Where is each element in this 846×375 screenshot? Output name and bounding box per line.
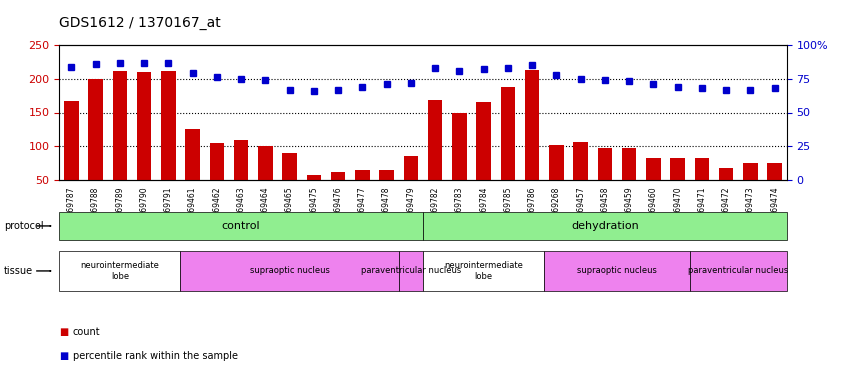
- Bar: [113, 70, 127, 214]
- Bar: [452, 112, 467, 214]
- Bar: [719, 168, 733, 214]
- Bar: [404, 156, 418, 214]
- Text: percentile rank within the sample: percentile rank within the sample: [73, 351, 238, 361]
- Text: paraventricular nucleus: paraventricular nucleus: [688, 266, 788, 275]
- Bar: [428, 100, 442, 214]
- Bar: [646, 158, 661, 214]
- Bar: [283, 153, 297, 214]
- Text: protocol: protocol: [4, 221, 44, 231]
- Bar: [355, 170, 370, 214]
- Bar: [476, 102, 491, 214]
- Bar: [88, 79, 103, 214]
- Text: neurointermediate
lobe: neurointermediate lobe: [80, 261, 159, 280]
- Text: supraoptic nucleus: supraoptic nucleus: [250, 266, 330, 275]
- Bar: [185, 129, 200, 214]
- Bar: [743, 163, 758, 214]
- Bar: [670, 158, 685, 214]
- Bar: [549, 145, 563, 214]
- Bar: [137, 72, 151, 214]
- Bar: [306, 175, 321, 214]
- Bar: [379, 170, 394, 214]
- Bar: [525, 70, 540, 214]
- Text: tissue: tissue: [4, 266, 33, 276]
- Bar: [501, 87, 515, 214]
- Bar: [161, 70, 176, 214]
- Text: neurointermediate
lobe: neurointermediate lobe: [444, 261, 523, 280]
- Text: GDS1612 / 1370167_at: GDS1612 / 1370167_at: [59, 16, 221, 30]
- Text: control: control: [222, 221, 261, 231]
- Bar: [695, 158, 709, 214]
- Text: supraoptic nucleus: supraoptic nucleus: [577, 266, 657, 275]
- Bar: [210, 143, 224, 214]
- Bar: [574, 141, 588, 214]
- Text: dehydration: dehydration: [571, 221, 639, 231]
- Bar: [767, 163, 782, 214]
- Bar: [331, 172, 345, 214]
- Text: ■: ■: [59, 327, 69, 337]
- Text: paraventricular nucleus: paraventricular nucleus: [360, 266, 461, 275]
- Bar: [64, 101, 79, 214]
- Bar: [258, 146, 272, 214]
- Text: count: count: [73, 327, 101, 337]
- Bar: [622, 148, 636, 214]
- Bar: [233, 140, 249, 214]
- Text: ■: ■: [59, 351, 69, 361]
- Bar: [597, 148, 613, 214]
